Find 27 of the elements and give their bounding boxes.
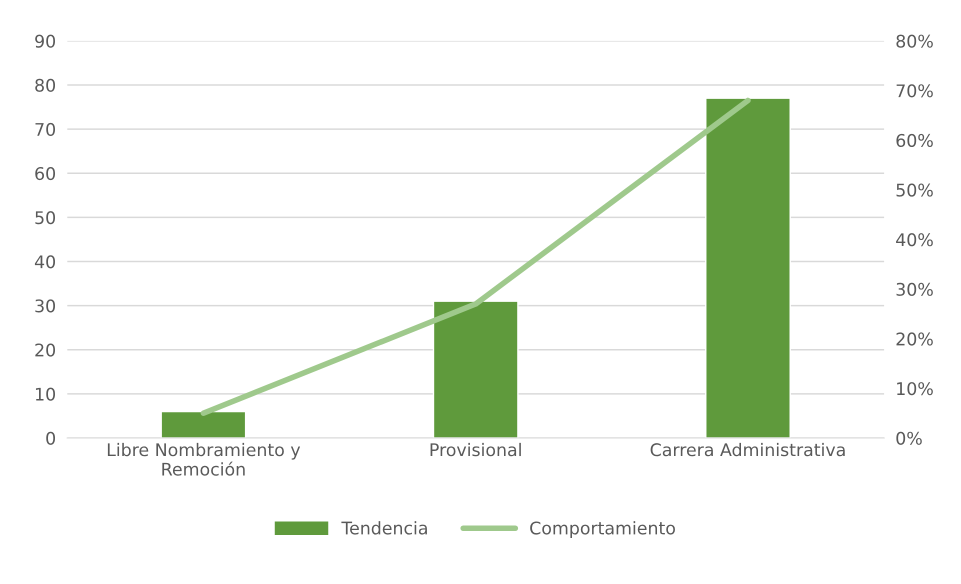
bar — [160, 410, 246, 438]
y2-tick-label: 60% — [896, 134, 933, 148]
x-tick-label: Carrera Administrativa — [650, 442, 845, 456]
y-tick-label: 40 — [34, 255, 56, 268]
y-tick-label: 80 — [35, 78, 56, 92]
y-tick-label: 60 — [35, 166, 56, 180]
y-tick-label: 50 — [35, 211, 56, 224]
y2-tick-label: 0% — [896, 432, 922, 445]
x-tick-label: Provisional — [430, 442, 521, 456]
y-tick-label: 90 — [35, 34, 56, 48]
legend-label: Comportamiento — [530, 521, 675, 538]
bar — [432, 300, 519, 438]
y-tick-label: 20 — [35, 343, 56, 357]
y2-tick-label: 70% — [896, 84, 933, 98]
y-tick-label: 30 — [35, 299, 56, 312]
y2-tick-label: 10% — [897, 382, 933, 396]
legend-label: Tendencia — [341, 521, 427, 535]
bar — [705, 98, 791, 438]
y2-tick-label: 20% — [896, 332, 933, 346]
y2-tick-label: 30% — [896, 282, 933, 296]
y2-tick-label: 50% — [896, 184, 933, 197]
y-tick-label: 70 — [35, 122, 56, 136]
x-tick-label: Libre Nombramiento y Remoción — [108, 442, 300, 476]
y2-tick-label: 40% — [896, 233, 933, 246]
y2-tick-label: 80% — [896, 34, 933, 48]
y-tick-label: 0 — [46, 432, 56, 445]
y-tick-label: 10 — [36, 388, 56, 401]
